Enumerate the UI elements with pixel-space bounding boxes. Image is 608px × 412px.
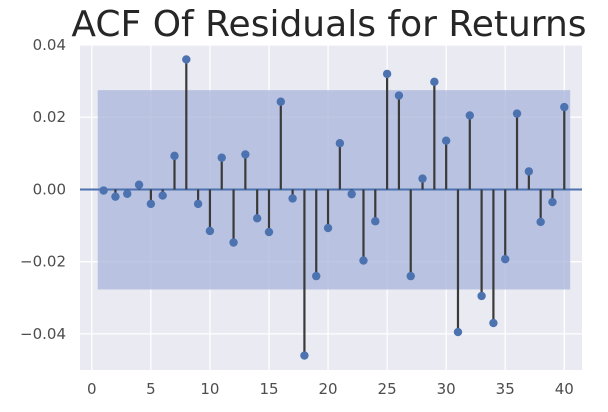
acf-point xyxy=(536,217,545,227)
x-tick-label: 10 xyxy=(200,380,219,398)
chart-title: ACF Of Residuals for Returns xyxy=(71,4,586,45)
acf-point xyxy=(99,186,108,195)
acf-point xyxy=(418,174,427,183)
y-tick-label: −0.02 xyxy=(20,253,66,271)
markers xyxy=(99,55,569,360)
x-tick-label: 20 xyxy=(319,380,338,398)
x-tick-label: 40 xyxy=(555,380,574,398)
acf-point xyxy=(477,291,486,301)
acf-point xyxy=(394,91,404,100)
acf-point xyxy=(347,189,356,199)
acf-point xyxy=(489,318,498,328)
acf-point xyxy=(512,109,522,118)
x-tick-label: 15 xyxy=(259,380,278,398)
y-tick-label: 0.02 xyxy=(33,108,66,126)
acf-point xyxy=(205,226,215,236)
acf-point xyxy=(453,327,463,337)
acf-point xyxy=(335,139,345,148)
acf-point xyxy=(323,223,333,233)
acf-point xyxy=(134,180,144,189)
acf-point xyxy=(123,189,132,198)
acf-point xyxy=(252,214,262,223)
acf-point xyxy=(193,199,203,209)
acf-point xyxy=(276,97,285,106)
x-tick-label: 5 xyxy=(146,380,156,398)
acf-point xyxy=(264,227,274,237)
acf-point xyxy=(229,238,238,247)
acf-point xyxy=(406,271,415,281)
acf-point xyxy=(288,194,297,203)
acf-point xyxy=(182,55,191,64)
x-tick-labels: 0 5 10 15 20 25 30 35 40 xyxy=(87,380,574,398)
acf-point xyxy=(217,153,226,162)
acf-point xyxy=(501,254,510,264)
x-tick-label: 0 xyxy=(87,380,97,398)
x-tick-label: 30 xyxy=(437,380,456,398)
y-tick-labels: 0.04 0.02 0.00 −0.02 −0.04 xyxy=(20,36,66,343)
acf-point xyxy=(241,150,250,159)
y-tick-label: 0.00 xyxy=(33,180,66,198)
acf-point xyxy=(524,167,534,176)
acf-point xyxy=(111,192,120,201)
acf-point xyxy=(548,197,557,207)
acf-point xyxy=(146,199,156,209)
acf-point xyxy=(560,102,569,112)
acf-point xyxy=(371,217,380,226)
y-tick-label: −0.04 xyxy=(20,325,66,343)
x-tick-label: 35 xyxy=(496,380,515,398)
acf-point xyxy=(158,191,167,200)
acf-point xyxy=(300,351,309,360)
acf-point xyxy=(465,111,474,120)
acf-point xyxy=(170,151,179,161)
x-tick-label: 25 xyxy=(378,380,397,398)
acf-point xyxy=(359,256,368,265)
acf-point xyxy=(382,69,392,79)
acf-point xyxy=(312,271,321,281)
y-tick-label: 0.04 xyxy=(33,36,66,54)
acf-point xyxy=(441,136,451,145)
acf-point xyxy=(430,77,439,87)
